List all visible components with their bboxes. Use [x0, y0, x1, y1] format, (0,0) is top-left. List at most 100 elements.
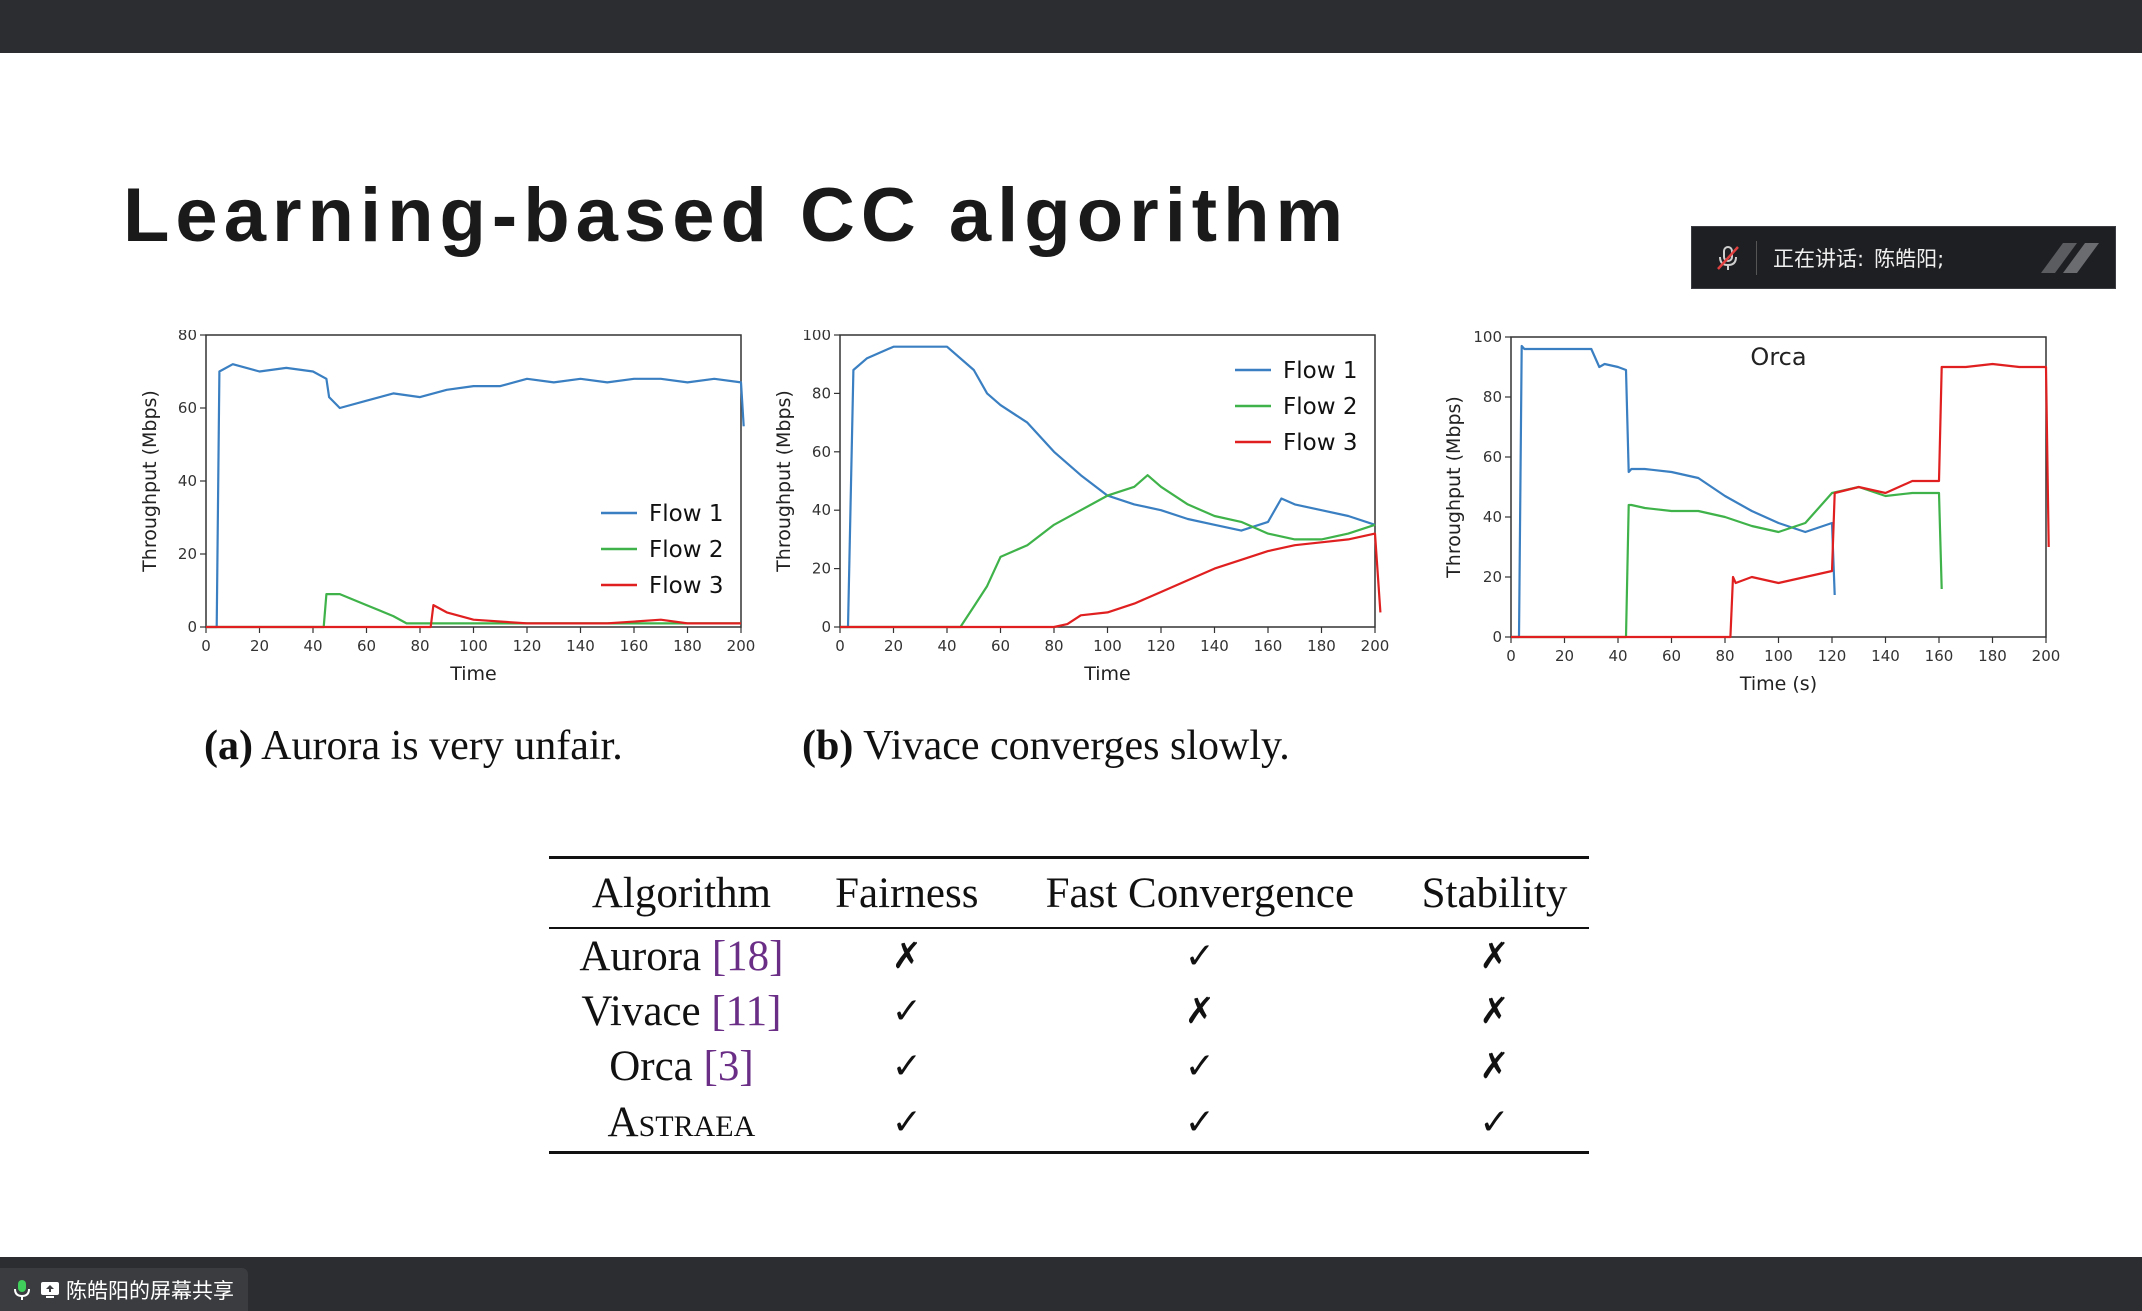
algorithm-cell: Orca [3]: [549, 1039, 814, 1094]
speaking-indicator[interactable]: 正在讲话: 陈皓阳;: [1691, 226, 2116, 289]
x-axis-label: Time: [1083, 663, 1131, 685]
series-line-flow-3: [1511, 362, 2050, 639]
x-tick-label: 140: [566, 637, 595, 655]
convergence-cell: ✓: [1184, 936, 1215, 977]
x-tick-label: 140: [1871, 647, 1900, 665]
y-tick-label: 60: [178, 399, 197, 417]
series-line-flow-1: [1511, 344, 1836, 639]
series-line-flow-3: [840, 532, 1382, 629]
convergence-cell: ✓: [1184, 1101, 1215, 1143]
citation-link[interactable]: [11]: [711, 988, 782, 1035]
series-line-flow-1: [840, 345, 1376, 629]
table-header-row: Algorithm Fairness Fast Convergence Stab…: [549, 857, 1589, 929]
x-tick-label: 0: [1506, 647, 1516, 665]
bottom-bar: [0, 1257, 2142, 1311]
algorithm-cell: Aurora [18]: [549, 928, 814, 984]
x-tick-label: 160: [1925, 647, 1954, 665]
y-axis-label: Throughput (Mbps): [773, 390, 795, 573]
chart-orca: 0 20 40 60 80 100 120 140 160 180 200 0 20 40 60 80 100 T…: [1443, 330, 2061, 695]
x-tick-label: 80: [410, 637, 429, 655]
series-line-flow-3: [206, 604, 741, 629]
top-bar: [0, 0, 2142, 53]
x-tick-label: 40: [1608, 647, 1627, 665]
x-tick-label: 100: [1764, 647, 1793, 665]
stability-cell: ✗: [1479, 936, 1510, 977]
algorithm-name: Vivace: [581, 988, 712, 1035]
x-tick-label: 120: [1818, 647, 1847, 665]
chart-vivace: 0 20 40 60 80 100 120 140 160 180 200 0 20 40 60 80 100 T…: [773, 330, 1389, 685]
x-tick-label: 180: [1307, 637, 1336, 655]
y-tick-label: 20: [1483, 568, 1502, 586]
convergence-cell: ✗: [1184, 991, 1215, 1032]
y-axis-label: Throughput (Mbps): [1443, 396, 1465, 579]
convergence-cell: ✓: [1184, 1046, 1215, 1087]
x-tick-label: 60: [1662, 647, 1681, 665]
series-line-flow-2: [1511, 485, 1943, 639]
caption-b-prefix: (b): [802, 723, 854, 769]
mic-icon: [14, 1279, 30, 1300]
x-tick-label: 160: [1254, 637, 1283, 655]
algorithm-cell: Astraea: [549, 1094, 814, 1152]
x-axis-label: Time (s): [1739, 673, 1817, 695]
citation-link[interactable]: [3]: [703, 1043, 754, 1090]
x-tick-label: 20: [884, 637, 903, 655]
y-tick-label: 40: [178, 472, 197, 490]
x-tick-label: 200: [2032, 647, 2061, 665]
header-algorithm: Algorithm: [549, 857, 814, 929]
y-tick-label: 0: [821, 618, 831, 636]
citation-link[interactable]: [18]: [711, 933, 784, 980]
algorithm-name: Aurora: [579, 933, 712, 980]
legend-entry: Flow 3: [1283, 430, 1357, 456]
legend-entry: Flow 1: [1283, 358, 1357, 384]
chart-title: Orca: [1750, 343, 1806, 371]
series-line-flow-2: [840, 474, 1376, 629]
y-tick-label: 60: [812, 443, 831, 461]
y-tick-label: 0: [1492, 628, 1502, 646]
caption-a: (a) Aurora is very unfair.: [204, 722, 623, 770]
x-tick-label: 60: [357, 637, 376, 655]
series-line-flow-1: [206, 363, 745, 629]
table-row: Astraea ✓ ✓ ✓: [549, 1094, 1589, 1152]
x-tick-label: 100: [459, 637, 488, 655]
y-tick-label: 40: [812, 501, 831, 519]
algorithm-cell: Vivace [11]: [549, 984, 814, 1039]
y-tick-label: 80: [812, 384, 831, 402]
y-tick-label: 20: [178, 545, 197, 563]
x-tick-label: 100: [1093, 637, 1122, 655]
x-tick-label: 40: [937, 637, 956, 655]
x-tick-label: 20: [250, 637, 269, 655]
legend-entry: Flow 1: [649, 501, 723, 527]
slide-title: Learning-based CC algorithm: [123, 173, 1350, 258]
y-tick-label: 100: [802, 330, 831, 344]
legend-entry: Flow 3: [649, 573, 723, 599]
x-tick-label: 80: [1044, 637, 1063, 655]
y-tick-label: 60: [1483, 448, 1502, 466]
stability-cell: ✓: [1479, 1101, 1510, 1143]
stability-cell: ✗: [1479, 991, 1510, 1032]
stability-cell: ✗: [1479, 1046, 1510, 1087]
algorithm-name: Astraea: [607, 1098, 756, 1146]
table-row: Aurora [18] ✗ ✓ ✗: [549, 928, 1589, 984]
y-tick-label: 40: [1483, 508, 1502, 526]
legend-entry: Flow 2: [1283, 394, 1357, 420]
screen-share-label: 陈皓阳的屏幕共享: [66, 1278, 234, 1303]
caption-b-text: Vivace converges slowly.: [853, 723, 1290, 769]
speaking-label: 正在讲话:: [1773, 246, 1865, 271]
x-tick-label: 0: [201, 637, 211, 655]
caption-b: (b) Vivace converges slowly.: [802, 722, 1290, 770]
table-row: Orca [3] ✓ ✓ ✗: [549, 1039, 1589, 1094]
fairness-cell: ✗: [891, 936, 922, 977]
x-tick-label: 60: [991, 637, 1010, 655]
chart-aurora: 0 20 40 60 80 100 120 140 160 180 200 0 20 40 60 80 Time…: [139, 330, 756, 685]
y-tick-label: 100: [1473, 330, 1502, 346]
screen-share-indicator[interactable]: 陈皓阳的屏幕共享: [0, 1268, 248, 1311]
x-tick-label: 20: [1555, 647, 1574, 665]
legend-entry: Flow 2: [649, 537, 723, 563]
caption-a-prefix: (a): [204, 723, 253, 769]
y-axis-label: Throughput (Mbps): [139, 390, 161, 573]
comparison-table: Algorithm Fairness Fast Convergence Stab…: [549, 856, 1589, 1154]
screen-share-icon: [41, 1281, 59, 1298]
x-tick-label: 0: [835, 637, 845, 655]
x-tick-label: 200: [727, 637, 756, 655]
x-tick-label: 80: [1715, 647, 1734, 665]
